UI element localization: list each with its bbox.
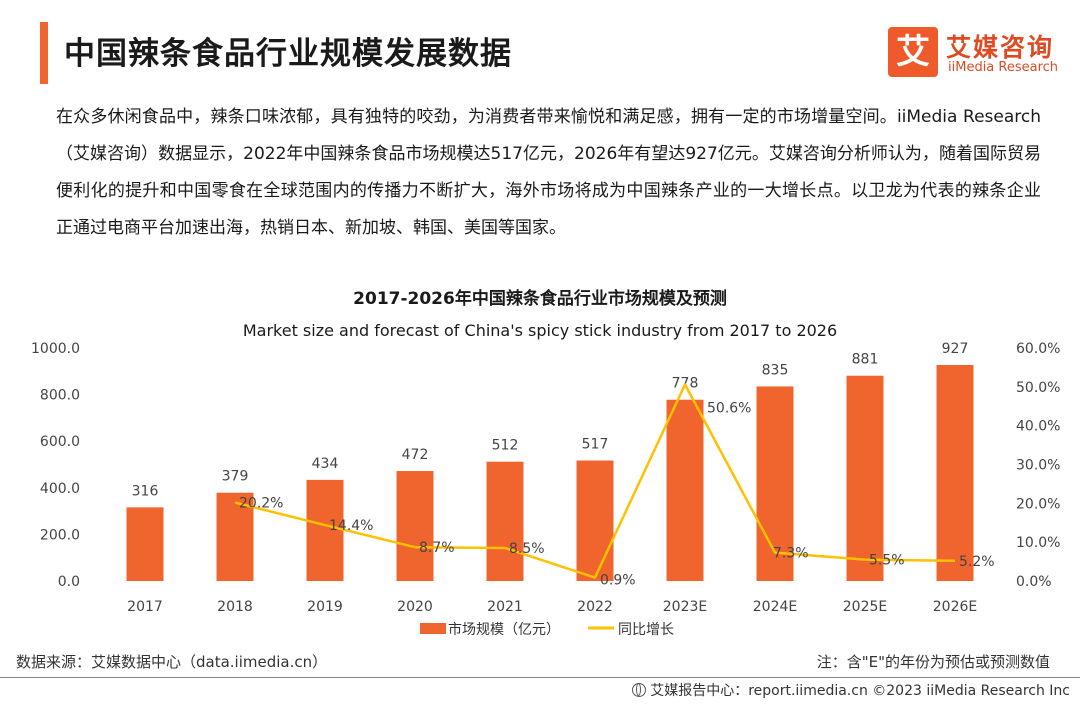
growth-value-label: 8.7%	[419, 540, 455, 556]
bar-market-size	[666, 399, 704, 581]
bar-value-label: 379	[222, 469, 249, 485]
x-tick-label: 2025E	[843, 599, 887, 615]
bar-market-size	[756, 386, 794, 581]
growth-rate-line	[234, 383, 956, 579]
bar-value-label: 927	[942, 341, 969, 357]
y-right-tick-label: 60.0%	[1016, 341, 1060, 357]
y-left-tick-label: 0.0	[58, 574, 80, 590]
bar-value-label: 881	[852, 352, 879, 368]
logo-cn-text: 艾媒咨询	[946, 33, 1055, 62]
growth-value-label: 7.3%	[773, 546, 809, 562]
x-tick-label: 2017	[127, 599, 163, 615]
y-left-tick-label: 400.0	[40, 481, 80, 497]
chart-legend: 市场规模（亿元） 同比增长	[420, 621, 674, 638]
bar-value-label: 517	[582, 437, 609, 453]
y-right-tick-label: 20.0%	[1016, 496, 1060, 512]
estimate-note: 注：含"E"的年份为预估或预测数值	[816, 653, 1050, 671]
bar-market-size	[846, 375, 884, 581]
logo-en-text: iiMedia Research	[948, 60, 1059, 75]
page-title: 中国辣条食品行业规模发展数据	[64, 36, 512, 72]
bar-value-label: 512	[492, 438, 519, 454]
bar-market-size	[126, 507, 164, 581]
footer-divider	[0, 677, 1080, 678]
x-tick-label: 2023E	[663, 599, 707, 615]
bar-market-size	[576, 460, 614, 581]
bar-value-label: 835	[762, 362, 789, 378]
bar-market-size	[306, 479, 344, 581]
y-right-tick-label: 10.0%	[1016, 535, 1060, 551]
chart-subtitle: Market size and forecast of China's spic…	[243, 321, 837, 340]
y-right-tick-label: 40.0%	[1016, 419, 1060, 435]
market-size-chart: 2017-2026年中国辣条食品行业市场规模及预测 Market size an…	[31, 288, 1060, 638]
chart-title: 2017-2026年中国辣条食品行业市场规模及预测	[353, 288, 727, 309]
x-tick-label: 2020	[397, 599, 433, 615]
brand-logo: 艾 艾媒咨询 iiMedia Research	[888, 27, 1068, 79]
footer-copyright: 艾媒报告中心：report.iimedia.cn ©2023 iiMedia R…	[632, 680, 1070, 700]
bar-market-size	[216, 492, 254, 581]
y-left-tick-label: 800.0	[40, 388, 80, 404]
bar-market-size	[936, 365, 974, 581]
copyright-text: 艾媒报告中心：report.iimedia.cn ©2023 iiMedia R…	[650, 683, 1070, 699]
logo-mark-icon: 艾	[888, 27, 938, 77]
x-tick-label: 2024E	[753, 599, 797, 615]
legend-bar-label: 市场规模（亿元）	[448, 621, 560, 638]
legend-line-label: 同比增长	[618, 622, 674, 638]
bar-value-label: 316	[132, 483, 159, 499]
growth-value-label: 0.9%	[600, 573, 636, 589]
bar-market-size	[396, 471, 434, 581]
x-tick-label: 2019	[307, 599, 343, 615]
x-tick-label: 2026E	[933, 599, 977, 615]
growth-value-label: 20.2%	[239, 496, 283, 512]
intro-paragraph: 在众多休闲食品中，辣条口味浓郁，具有独特的咬劲，为消费者带来愉悦和满足感，拥有一…	[56, 107, 1041, 238]
data-source: 数据来源：艾媒数据中心（data.iimedia.cn）	[16, 653, 328, 671]
y-left-tick-label: 600.0	[40, 434, 80, 450]
legend-bar-swatch	[420, 623, 446, 634]
growth-value-label: 8.5%	[509, 541, 545, 557]
growth-value-label: 5.5%	[869, 553, 905, 569]
globe-icon	[632, 683, 647, 697]
y-right-tick-label: 0.0%	[1016, 574, 1052, 590]
y-right-tick-label: 50.0%	[1016, 380, 1060, 396]
x-tick-label: 2022	[577, 599, 613, 615]
y-left-tick-label: 1000.0	[31, 341, 80, 357]
y-left-tick-label: 200.0	[40, 527, 80, 543]
x-tick-label: 2021	[487, 599, 523, 615]
bar-value-label: 434	[312, 456, 339, 472]
bar-market-size	[486, 461, 524, 581]
bar-value-label: 472	[402, 447, 429, 463]
x-tick-label: 2018	[217, 599, 253, 615]
growth-value-label: 5.2%	[959, 554, 995, 570]
y-right-tick-label: 30.0%	[1016, 458, 1060, 474]
growth-value-label: 50.6%	[707, 401, 751, 417]
growth-value-label: 14.4%	[329, 518, 373, 534]
title-accent-bar	[40, 22, 48, 84]
